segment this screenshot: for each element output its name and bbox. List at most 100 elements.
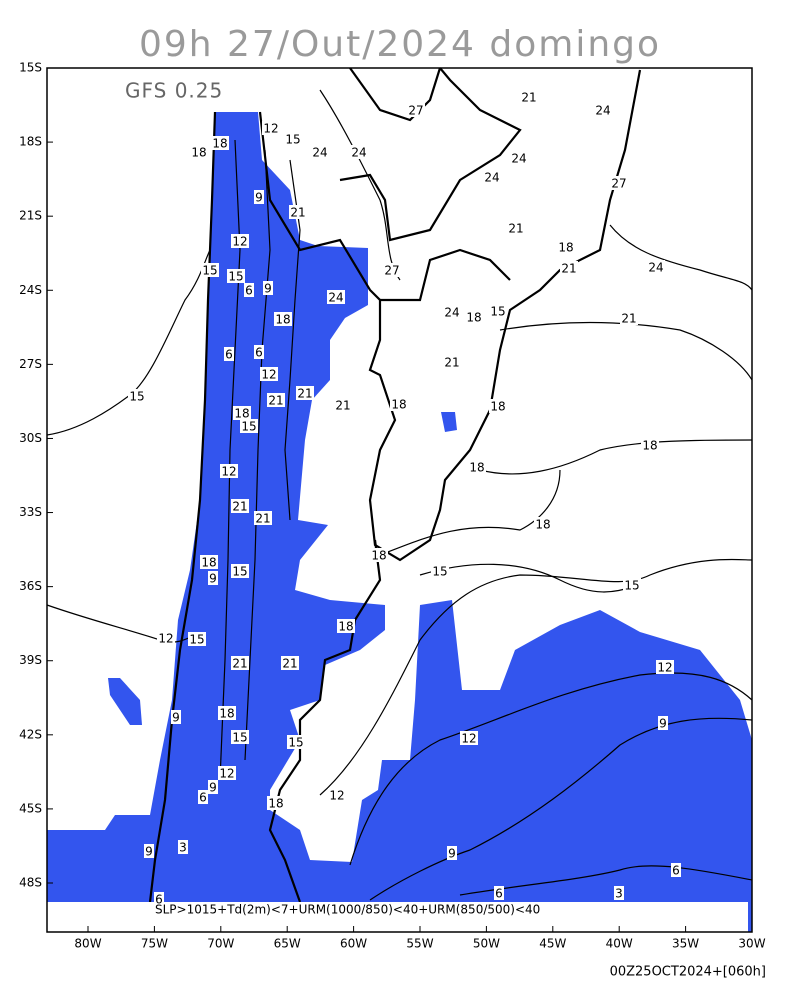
contour-label: 24 — [444, 306, 459, 320]
contour-label: 18 — [191, 146, 206, 160]
contour-label-bg — [218, 766, 236, 780]
contour-label: 12 — [263, 122, 278, 136]
contour-label: 12 — [221, 465, 236, 479]
contour-label: 15 — [232, 565, 247, 579]
contour-label-bg — [494, 886, 504, 900]
model-label: GFS 0.25 — [125, 79, 223, 103]
contour-label-bg — [296, 386, 314, 400]
contour-label: 21 — [255, 512, 270, 526]
contour-label: 15 — [202, 264, 217, 278]
contour-label-bg — [198, 790, 208, 804]
contour-label-bg — [254, 511, 272, 525]
contour-label-bg — [171, 710, 181, 724]
contour-label-bg — [284, 132, 302, 146]
contour-label-bg — [656, 660, 674, 674]
lat-label: 24S — [19, 283, 42, 297]
contour-label-bg — [468, 460, 486, 474]
contour-label: 9 — [448, 847, 456, 861]
contour-label: 24 — [595, 104, 610, 118]
contour-label: 27 — [384, 264, 399, 278]
lon-label: 50W — [473, 937, 500, 951]
contour-label-bg — [281, 656, 299, 670]
map-frame — [46, 67, 753, 933]
contour-label-bg — [218, 706, 236, 720]
lat-label: 30S — [19, 431, 42, 445]
contour-label: 18 — [535, 518, 550, 532]
contour-label-bg — [334, 398, 352, 412]
contour-label-bg — [188, 632, 206, 646]
contour-lines — [46, 89, 753, 901]
contour-label: 15 — [490, 305, 505, 319]
contour-label-bg — [233, 406, 251, 420]
run-label: 00Z25OCT2024+[060h] — [610, 965, 766, 980]
contour-label: 18 — [219, 707, 234, 721]
lon-label: 75W — [141, 937, 168, 951]
lon-label: 70W — [207, 937, 234, 951]
contour-label: 12 — [158, 632, 173, 646]
contour-label-bg — [350, 145, 368, 159]
contour-label-bg — [447, 846, 457, 860]
contour-label-bg — [231, 234, 249, 248]
contour-label: 21 — [335, 399, 350, 413]
contour-label-bg — [658, 716, 668, 730]
contour-label: 18 — [642, 439, 657, 453]
contour-label-bg — [610, 176, 628, 190]
contour-label: 27 — [408, 104, 423, 118]
contour-label-bg — [327, 290, 345, 304]
contour-label: 9 — [209, 781, 217, 795]
lat-label: 21S — [19, 209, 42, 223]
contour-label: 18 — [490, 400, 505, 414]
contour-label: 21 — [232, 657, 247, 671]
contour-label-bg — [507, 221, 525, 235]
contour-label-bg — [337, 619, 355, 633]
contour-label: 21 — [561, 262, 576, 276]
lat-label: 45S — [19, 801, 42, 815]
lat-label: 33S — [19, 505, 42, 519]
contour-label: 15 — [285, 133, 300, 147]
contour-label-bg — [620, 311, 638, 325]
contour-label-bg — [383, 263, 401, 277]
contour-label-bg — [263, 281, 273, 295]
contour-label-bg — [274, 312, 292, 326]
contour-label-bg — [489, 304, 507, 318]
contour-label: 18 — [391, 398, 406, 412]
contour-label-bg — [370, 548, 388, 562]
contour-label-bg — [200, 555, 218, 569]
contour-label: 9 — [145, 845, 153, 859]
lon-label: 30W — [738, 937, 765, 951]
contour-label: 27 — [611, 177, 626, 191]
contour-label-bg — [311, 145, 329, 159]
contour-label: 21 — [508, 222, 523, 236]
contour-label: 21 — [621, 312, 636, 326]
contour-label: 9 — [209, 572, 217, 586]
contour-label-bg — [289, 205, 307, 219]
contour-label-bg — [231, 499, 249, 513]
contour-label: 15 — [189, 633, 204, 647]
contour-label: 6 — [155, 893, 163, 907]
contour-label: 15 — [288, 736, 303, 750]
contour-label-bg — [267, 796, 285, 810]
contour-label-bg — [190, 145, 208, 159]
contour-label-bg — [178, 840, 188, 854]
contour-label-bg — [641, 438, 659, 452]
contour-label: 21 — [290, 206, 305, 220]
contour-label-bg — [431, 564, 449, 578]
contour-label-bg — [465, 310, 483, 324]
contour-label: 15 — [624, 579, 639, 593]
contour-label: 18 — [201, 556, 216, 570]
contour-label-bg — [614, 886, 624, 900]
criteria-label: SLP>1015+Td(2m)<7+URM(1000/850)<40+URM(8… — [155, 903, 540, 917]
contour-label: 24 — [351, 146, 366, 160]
contour-label: 6 — [495, 887, 503, 901]
contour-label: 21 — [521, 91, 536, 105]
contour-label-bg — [254, 190, 264, 204]
contour-label-bg — [443, 305, 461, 319]
contour-label: 12 — [219, 767, 234, 781]
contour-label-bg — [328, 788, 346, 802]
legend-strip — [47, 902, 752, 932]
contour-label: 15 — [232, 731, 247, 745]
contour-label: 3 — [179, 841, 187, 855]
lat-label: 39S — [19, 653, 42, 667]
contour-label-bg — [231, 564, 249, 578]
